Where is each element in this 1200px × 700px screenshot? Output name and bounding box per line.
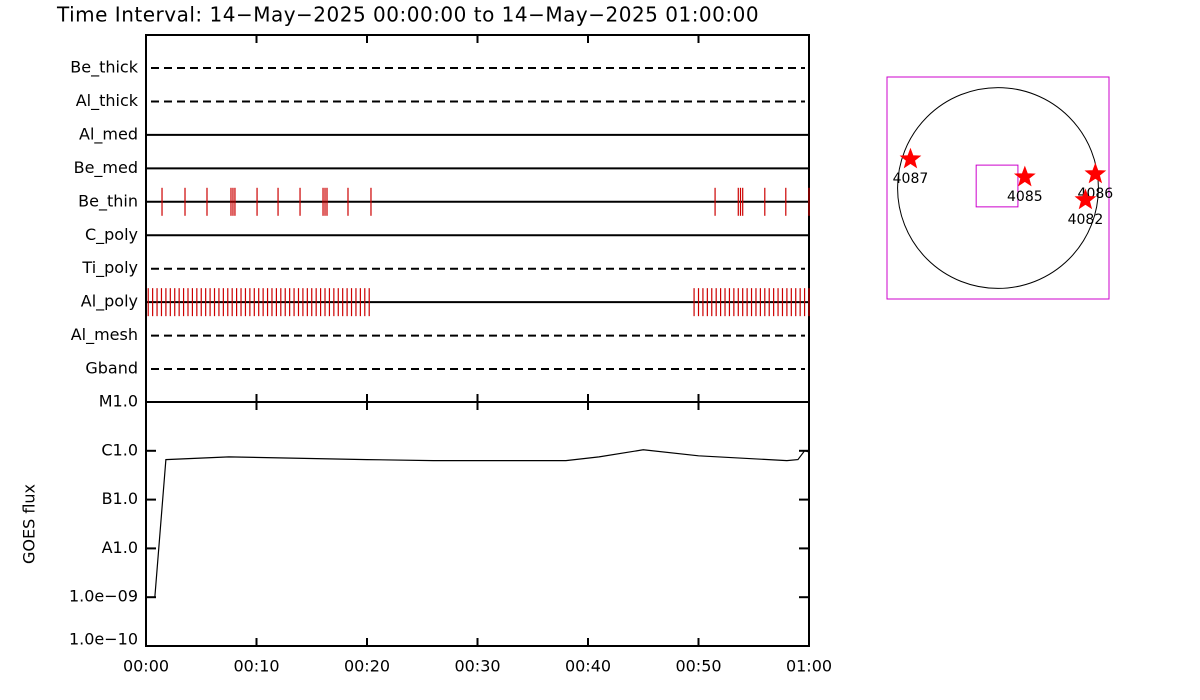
row-label: Be_thin	[78, 191, 138, 211]
solar-disk	[897, 87, 1099, 289]
x-tick-label: 00:00	[123, 657, 169, 676]
x-tick-label: 00:10	[233, 657, 279, 676]
y-tick-label: 1.0e−10	[69, 630, 138, 649]
y-tick-label: C1.0	[101, 440, 138, 459]
row-label: Ti_poly	[81, 258, 138, 278]
row-label: Be_med	[74, 158, 138, 178]
row-label: Gband	[85, 359, 138, 378]
y-tick-label: M1.0	[99, 392, 138, 411]
y-axis-label: GOES flux	[20, 484, 39, 564]
map-box	[886, 76, 1110, 300]
x-tick-label: 00:20	[344, 657, 390, 676]
row-label: Al_thick	[76, 91, 139, 111]
row-label: Al_mesh	[71, 325, 138, 345]
x-tick-label: 00:40	[565, 657, 611, 676]
x-tick-label: 01:00	[786, 657, 832, 676]
region-star	[1074, 188, 1097, 210]
fov-box	[975, 164, 1019, 208]
x-tick-label: 00:50	[675, 657, 721, 676]
timeline-frame	[145, 34, 810, 403]
row-label: C_poly	[85, 225, 138, 245]
region-label: 4082	[1068, 212, 1104, 228]
row-label: Be_thick	[70, 58, 138, 78]
goes-line	[154, 449, 810, 598]
goes-frame	[145, 401, 810, 647]
y-tick-label: A1.0	[102, 538, 138, 557]
y-tick-label: B1.0	[102, 489, 138, 508]
region-star	[1013, 165, 1036, 187]
title: Time Interval: 14−May−2025 00:00:00 to 1…	[56, 3, 759, 27]
region-label: 4085	[1007, 189, 1043, 205]
row-label: Al_poly	[81, 292, 138, 312]
x-tick-label: 00:30	[454, 657, 500, 676]
region-label: 4087	[893, 171, 929, 187]
region-star	[899, 147, 922, 169]
region-star	[1084, 162, 1107, 184]
row-label: Al_med	[79, 124, 138, 144]
y-tick-label: 1.0e−09	[69, 587, 138, 606]
